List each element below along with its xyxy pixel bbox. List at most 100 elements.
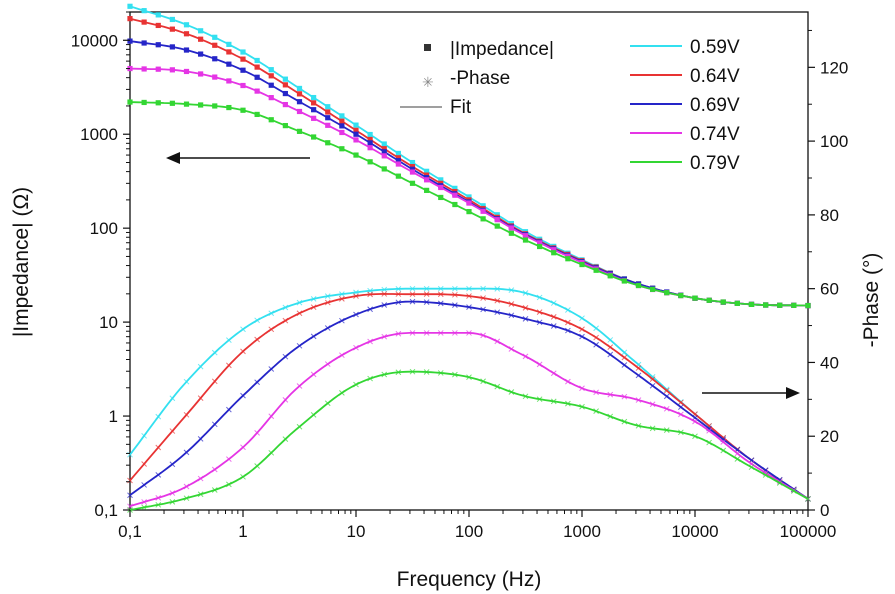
phase-point [550, 323, 557, 329]
impedance-legend-label: |Impedance| [450, 39, 554, 60]
phase-point [367, 306, 373, 313]
x-axis-title: Frequency (Hz) [397, 568, 542, 591]
impedance-point [268, 117, 274, 123]
x-tick-label: 100 [455, 522, 483, 541]
impedance-point [325, 140, 331, 146]
impedance-point [325, 104, 331, 110]
phase-point [324, 293, 331, 300]
impedance-point [734, 300, 740, 306]
phase-point [268, 449, 275, 456]
phase-point [409, 285, 416, 292]
phase-point [437, 370, 444, 376]
impedance-point [141, 99, 147, 106]
impedance-point [367, 159, 373, 165]
right-y-tick-label: 80 [820, 206, 839, 225]
impedance-point [424, 168, 430, 174]
phase-point [621, 418, 628, 425]
phase-point [692, 433, 698, 440]
impedance-point [650, 286, 656, 292]
impedance-point [311, 115, 317, 121]
phase-point [508, 287, 515, 293]
impedance-point [522, 233, 529, 239]
impedance-point [494, 223, 500, 229]
left-y-tick-label: 0,1 [94, 501, 118, 520]
impedance-point [169, 67, 175, 73]
x-tick-label: 1000 [563, 522, 601, 541]
phase-point [649, 382, 656, 389]
phase-point [395, 285, 402, 292]
impedance-point [692, 295, 698, 301]
phase-point [649, 425, 656, 432]
impedance-point [155, 100, 161, 106]
impedance-point [127, 16, 133, 22]
impedance-point [466, 209, 472, 215]
impedance-point [183, 22, 190, 28]
phase-point [381, 302, 388, 308]
phase-point [381, 371, 388, 378]
phase-point [579, 385, 585, 392]
impedance-point [325, 122, 331, 128]
phase-point [452, 302, 458, 308]
phase-point [353, 293, 359, 299]
impedance-point [141, 66, 147, 72]
impedance-point [198, 102, 204, 108]
phase-point [211, 466, 218, 473]
impedance-point [240, 49, 246, 55]
phase-point [607, 337, 614, 343]
impedance-point [212, 103, 218, 109]
phase-point [649, 376, 656, 382]
phase-point [226, 406, 232, 413]
impedance-point [226, 41, 232, 47]
phase-point [226, 337, 232, 343]
phase-point [678, 399, 684, 406]
phase-point [282, 396, 289, 403]
impedance-point [268, 95, 274, 101]
phase-point [211, 421, 218, 428]
impedance-point [141, 40, 147, 46]
phase-point [508, 346, 515, 352]
phase-point [635, 372, 642, 379]
impedance-point [395, 155, 401, 161]
impedance-point [240, 107, 246, 113]
phase-point [211, 487, 218, 493]
impedance-point [367, 136, 373, 143]
impedance-point [537, 240, 543, 246]
impedance-point [169, 16, 175, 23]
impedance-point [198, 28, 204, 34]
marker-legend: |Impedance| ✳ -Phase Fit [400, 39, 554, 118]
phase-point [141, 499, 147, 505]
phase-point [169, 428, 176, 434]
phase-point [437, 300, 444, 307]
axes-layer: 0,1 1 10 100 1000 10000 1000000,11101001000100… [71, 11, 848, 541]
impedance-point [353, 137, 359, 143]
impedance-point [635, 282, 642, 289]
impedance-point [339, 129, 345, 136]
impedance-point [339, 146, 345, 152]
phase-point [720, 434, 727, 441]
phase-point [550, 370, 557, 377]
impedance-point [508, 230, 514, 236]
phase-point [409, 298, 416, 305]
impedance-point [438, 177, 444, 183]
phase-point [409, 291, 416, 298]
impedance-point [254, 74, 260, 80]
phase-point [663, 393, 670, 400]
phase-point [197, 435, 204, 442]
phase-point [381, 291, 388, 297]
phase-point [282, 353, 289, 360]
impedance-point [296, 85, 303, 92]
impedance-point [240, 67, 246, 73]
phase-point [324, 400, 331, 407]
impedance-point [720, 299, 726, 305]
impedance-point [268, 82, 274, 88]
phase-point [663, 387, 670, 394]
phase-point [183, 495, 190, 502]
right-y-tick-label: 40 [820, 353, 839, 372]
phase-point [466, 293, 472, 299]
phase-point [621, 354, 628, 361]
phase-point [226, 481, 232, 488]
phase-point [197, 395, 204, 401]
impedance-point [127, 38, 133, 44]
phase-point [409, 368, 416, 375]
phase-point [593, 408, 599, 415]
